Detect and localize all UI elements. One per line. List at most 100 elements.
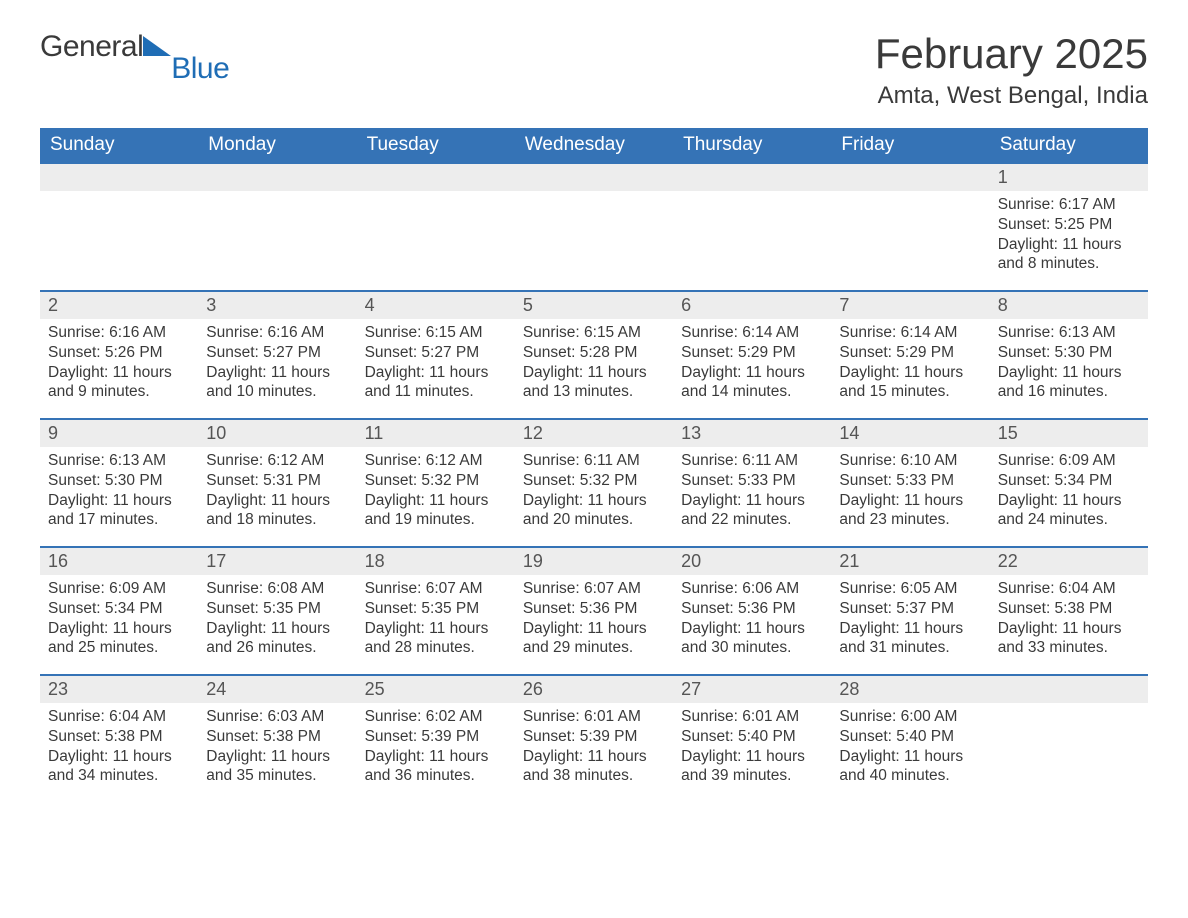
sunrise-text: Sunrise: 6:00 AM xyxy=(839,707,981,727)
calendar-cell xyxy=(990,674,1148,802)
calendar-cell: 11Sunrise: 6:12 AMSunset: 5:32 PMDayligh… xyxy=(357,418,515,546)
daylight-text: Daylight: 11 hours and 31 minutes. xyxy=(839,619,981,659)
sunrise-text: Sunrise: 6:12 AM xyxy=(365,451,507,471)
daylight-text: Daylight: 11 hours and 26 minutes. xyxy=(206,619,348,659)
sunset-text: Sunset: 5:35 PM xyxy=(365,599,507,619)
sunrise-text: Sunrise: 6:04 AM xyxy=(998,579,1140,599)
daylight-text: Daylight: 11 hours and 29 minutes. xyxy=(523,619,665,659)
sunrise-text: Sunrise: 6:08 AM xyxy=(206,579,348,599)
sunrise-text: Sunrise: 6:10 AM xyxy=(839,451,981,471)
sunset-text: Sunset: 5:25 PM xyxy=(998,215,1140,235)
daylight-text: Daylight: 11 hours and 20 minutes. xyxy=(523,491,665,531)
day-number xyxy=(198,162,356,191)
day-number xyxy=(515,162,673,191)
daylight-text: Daylight: 11 hours and 40 minutes. xyxy=(839,747,981,787)
daylight-text: Daylight: 11 hours and 8 minutes. xyxy=(998,235,1140,275)
weekday-header: Saturday xyxy=(990,128,1148,162)
day-number: 15 xyxy=(990,418,1148,447)
day-body: Sunrise: 6:12 AMSunset: 5:32 PMDaylight:… xyxy=(357,447,515,540)
daylight-text: Daylight: 11 hours and 10 minutes. xyxy=(206,363,348,403)
day-body: Sunrise: 6:04 AMSunset: 5:38 PMDaylight:… xyxy=(990,575,1148,668)
sunrise-text: Sunrise: 6:01 AM xyxy=(523,707,665,727)
sunset-text: Sunset: 5:34 PM xyxy=(48,599,190,619)
calendar-cell: 24Sunrise: 6:03 AMSunset: 5:38 PMDayligh… xyxy=(198,674,356,802)
calendar-week-row: 2Sunrise: 6:16 AMSunset: 5:26 PMDaylight… xyxy=(40,290,1148,418)
sunrise-text: Sunrise: 6:01 AM xyxy=(681,707,823,727)
sunrise-text: Sunrise: 6:15 AM xyxy=(523,323,665,343)
day-body: Sunrise: 6:04 AMSunset: 5:38 PMDaylight:… xyxy=(40,703,198,796)
day-body: Sunrise: 6:16 AMSunset: 5:26 PMDaylight:… xyxy=(40,319,198,412)
sunrise-text: Sunrise: 6:12 AM xyxy=(206,451,348,471)
day-number: 3 xyxy=(198,290,356,319)
daylight-text: Daylight: 11 hours and 34 minutes. xyxy=(48,747,190,787)
day-body xyxy=(673,191,831,205)
calendar-cell: 6Sunrise: 6:14 AMSunset: 5:29 PMDaylight… xyxy=(673,290,831,418)
day-body: Sunrise: 6:15 AMSunset: 5:27 PMDaylight:… xyxy=(357,319,515,412)
daylight-text: Daylight: 11 hours and 38 minutes. xyxy=(523,747,665,787)
calendar-cell: 12Sunrise: 6:11 AMSunset: 5:32 PMDayligh… xyxy=(515,418,673,546)
day-body xyxy=(515,191,673,205)
daylight-text: Daylight: 11 hours and 13 minutes. xyxy=(523,363,665,403)
calendar-cell: 17Sunrise: 6:08 AMSunset: 5:35 PMDayligh… xyxy=(198,546,356,674)
daylight-text: Daylight: 11 hours and 25 minutes. xyxy=(48,619,190,659)
calendar-cell: 14Sunrise: 6:10 AMSunset: 5:33 PMDayligh… xyxy=(831,418,989,546)
sunrise-text: Sunrise: 6:13 AM xyxy=(48,451,190,471)
calendar-cell: 19Sunrise: 6:07 AMSunset: 5:36 PMDayligh… xyxy=(515,546,673,674)
weekday-header: Wednesday xyxy=(515,128,673,162)
sunset-text: Sunset: 5:39 PM xyxy=(365,727,507,747)
day-body: Sunrise: 6:07 AMSunset: 5:35 PMDaylight:… xyxy=(357,575,515,668)
day-number: 22 xyxy=(990,546,1148,575)
calendar-cell xyxy=(40,162,198,290)
sunrise-text: Sunrise: 6:02 AM xyxy=(365,707,507,727)
calendar-cell: 5Sunrise: 6:15 AMSunset: 5:28 PMDaylight… xyxy=(515,290,673,418)
weekday-header: Sunday xyxy=(40,128,198,162)
calendar-week-row: 1Sunrise: 6:17 AMSunset: 5:25 PMDaylight… xyxy=(40,162,1148,290)
weekday-header: Friday xyxy=(831,128,989,162)
day-body: Sunrise: 6:11 AMSunset: 5:32 PMDaylight:… xyxy=(515,447,673,540)
day-number: 10 xyxy=(198,418,356,447)
sunrise-text: Sunrise: 6:11 AM xyxy=(681,451,823,471)
sunrise-text: Sunrise: 6:16 AM xyxy=(206,323,348,343)
sunset-text: Sunset: 5:38 PM xyxy=(998,599,1140,619)
sunset-text: Sunset: 5:38 PM xyxy=(48,727,190,747)
calendar-cell: 9Sunrise: 6:13 AMSunset: 5:30 PMDaylight… xyxy=(40,418,198,546)
day-body: Sunrise: 6:03 AMSunset: 5:38 PMDaylight:… xyxy=(198,703,356,796)
day-body: Sunrise: 6:10 AMSunset: 5:33 PMDaylight:… xyxy=(831,447,989,540)
day-number: 7 xyxy=(831,290,989,319)
day-body: Sunrise: 6:01 AMSunset: 5:39 PMDaylight:… xyxy=(515,703,673,796)
sunrise-text: Sunrise: 6:09 AM xyxy=(48,579,190,599)
day-number: 25 xyxy=(357,674,515,703)
calendar-cell: 28Sunrise: 6:00 AMSunset: 5:40 PMDayligh… xyxy=(831,674,989,802)
sunset-text: Sunset: 5:29 PM xyxy=(681,343,823,363)
sunrise-text: Sunrise: 6:03 AM xyxy=(206,707,348,727)
daylight-text: Daylight: 11 hours and 9 minutes. xyxy=(48,363,190,403)
calendar-cell xyxy=(673,162,831,290)
day-number: 6 xyxy=(673,290,831,319)
calendar-header-row: SundayMondayTuesdayWednesdayThursdayFrid… xyxy=(40,128,1148,162)
day-body: Sunrise: 6:16 AMSunset: 5:27 PMDaylight:… xyxy=(198,319,356,412)
day-body: Sunrise: 6:15 AMSunset: 5:28 PMDaylight:… xyxy=(515,319,673,412)
day-body xyxy=(40,191,198,205)
day-number: 18 xyxy=(357,546,515,575)
sunset-text: Sunset: 5:40 PM xyxy=(839,727,981,747)
weekday-header: Thursday xyxy=(673,128,831,162)
day-body: Sunrise: 6:05 AMSunset: 5:37 PMDaylight:… xyxy=(831,575,989,668)
day-number: 5 xyxy=(515,290,673,319)
sunrise-text: Sunrise: 6:13 AM xyxy=(998,323,1140,343)
day-number: 16 xyxy=(40,546,198,575)
day-number: 2 xyxy=(40,290,198,319)
sunrise-text: Sunrise: 6:07 AM xyxy=(523,579,665,599)
calendar-week-row: 16Sunrise: 6:09 AMSunset: 5:34 PMDayligh… xyxy=(40,546,1148,674)
day-number: 20 xyxy=(673,546,831,575)
sunset-text: Sunset: 5:39 PM xyxy=(523,727,665,747)
sunset-text: Sunset: 5:29 PM xyxy=(839,343,981,363)
day-number xyxy=(40,162,198,191)
day-number: 27 xyxy=(673,674,831,703)
sunset-text: Sunset: 5:35 PM xyxy=(206,599,348,619)
day-number: 9 xyxy=(40,418,198,447)
calendar-cell: 25Sunrise: 6:02 AMSunset: 5:39 PMDayligh… xyxy=(357,674,515,802)
day-number xyxy=(831,162,989,191)
day-number: 4 xyxy=(357,290,515,319)
daylight-text: Daylight: 11 hours and 14 minutes. xyxy=(681,363,823,403)
daylight-text: Daylight: 11 hours and 30 minutes. xyxy=(681,619,823,659)
